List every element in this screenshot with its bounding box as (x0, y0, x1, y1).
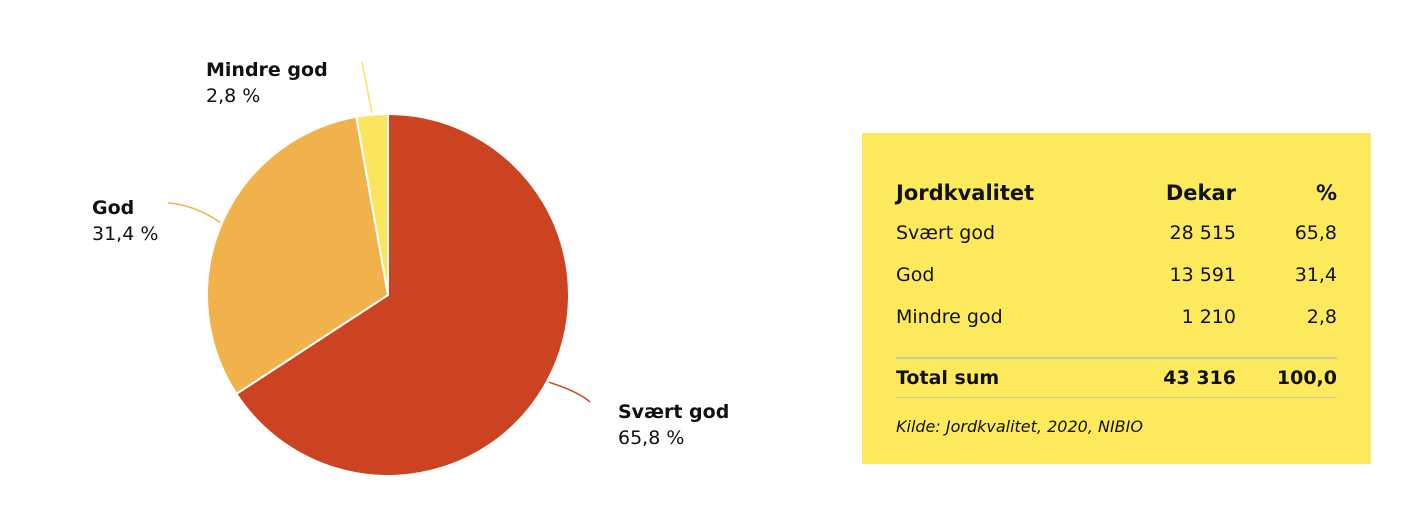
leader-line (548, 381, 591, 403)
pie-slice (235, 112, 570, 477)
pie-slice (355, 112, 389, 296)
slice-label-name: Mindre god (206, 59, 328, 81)
row-name: God (896, 264, 935, 286)
table-total-row: Total sum 43 316 100,0 (896, 367, 1337, 397)
row-dekar: 1 210 (1181, 306, 1236, 328)
total-percent: 100,0 (1276, 367, 1337, 389)
table-header-row: Jordkvalitet Dekar % (896, 177, 1337, 222)
pie-chart: Svært god 65,8 % God 31,4 % Mindre god 2,8 % (92, 59, 729, 477)
row-percent: 65,8 (1294, 222, 1337, 244)
table-bottom-rule (896, 397, 1337, 398)
header-jordkvalitet: Jordkvalitet (896, 181, 1035, 205)
total-dekar: 43 316 (1163, 367, 1236, 389)
row-dekar: 28 515 (1169, 222, 1236, 244)
row-dekar: 13 591 (1169, 264, 1236, 286)
source-note: Kilde: Jordkvalitet, 2020, NIBIO (896, 417, 1143, 436)
table-divider (896, 357, 1337, 359)
row-name: Mindre god (896, 306, 1003, 328)
header-percent: % (1315, 181, 1337, 205)
slice-label-name: God (92, 197, 134, 219)
table-row: Mindre god 1 210 2,8 (896, 306, 1337, 348)
row-percent: 2,8 (1306, 306, 1337, 328)
data-table-panel: Jordkvalitet Dekar % Svært god 28 515 65… (862, 133, 1371, 464)
pie-slice (206, 115, 390, 396)
slice-label-value: 31,4 % (92, 223, 158, 245)
total-name: Total sum (896, 367, 1000, 389)
row-name: Svært god (896, 222, 996, 244)
table-row: Svært god 28 515 65,8 (896, 222, 1337, 264)
slice-label-value: 65,8 % (618, 427, 684, 449)
leader-line (167, 202, 221, 223)
slice-label-name: Svært god (618, 401, 729, 423)
row-percent: 31,4 (1294, 264, 1337, 286)
leader-line (361, 61, 373, 113)
slice-label-value: 2,8 % (206, 85, 260, 107)
table-row: God 13 591 31,4 (896, 264, 1337, 306)
data-table: Jordkvalitet Dekar % Svært god 28 515 65… (896, 177, 1337, 436)
header-dekar: Dekar (1165, 181, 1236, 205)
